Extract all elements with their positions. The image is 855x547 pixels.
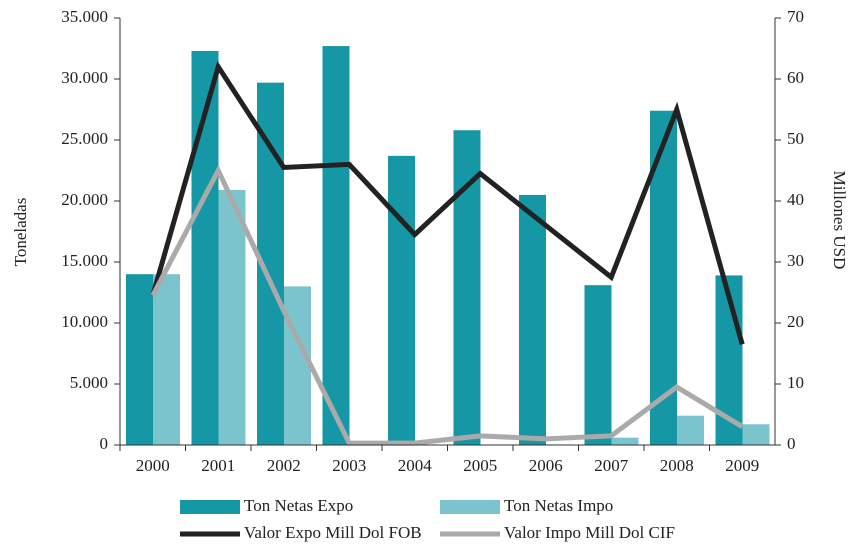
- y-axis-label: Toneladas: [11, 198, 30, 267]
- y2-tick-label: 70: [787, 7, 804, 26]
- y2-tick-label: 60: [787, 68, 804, 87]
- bar: [611, 437, 639, 445]
- y-tick-label: 30.000: [61, 68, 108, 87]
- bar: [519, 194, 546, 445]
- bar: [742, 424, 770, 445]
- x-tick-label: 2004: [398, 456, 433, 475]
- bar: [677, 415, 704, 445]
- bar: [388, 155, 415, 446]
- legend-label: Ton Netas Expo: [244, 496, 353, 515]
- y-tick-label: 5.000: [70, 373, 108, 392]
- y2-axis-label: Millones USD: [830, 171, 849, 270]
- y2-tick-label: 10: [787, 373, 804, 392]
- x-tick-label: 2009: [725, 456, 759, 475]
- bar: [126, 274, 153, 445]
- bar: [284, 286, 311, 445]
- bar: [322, 46, 350, 446]
- x-tick-label: 2006: [529, 456, 563, 475]
- y2-tick-label: 50: [787, 129, 804, 148]
- legend-swatch: [440, 500, 500, 514]
- legend-label: Valor Impo Mill Dol CIF: [504, 523, 675, 542]
- line: [150, 164, 744, 446]
- y-tick-label: 20.000: [61, 190, 108, 209]
- x-tick-label: 2003: [332, 456, 366, 475]
- y-tick-label: 15.000: [61, 251, 108, 270]
- x-tick-label: 2005: [463, 456, 497, 475]
- bar: [584, 285, 612, 445]
- x-tick-label: 2000: [136, 456, 170, 475]
- y2-tick-label: 0: [787, 434, 796, 453]
- y-tick-label: 25.000: [61, 129, 108, 148]
- bar: [218, 190, 246, 445]
- y2-tick-label: 40: [787, 190, 804, 209]
- legend-label: Valor Expo Mill Dol FOB: [244, 523, 422, 542]
- y-tick-label: 35.000: [61, 7, 108, 26]
- x-tick-label: 2001: [201, 456, 235, 475]
- y2-tick-label: 20: [787, 312, 804, 331]
- x-tick-label: 2002: [267, 456, 301, 475]
- y2-tick-label: 30: [787, 251, 804, 270]
- x-tick-label: 2007: [594, 456, 629, 475]
- legend-swatch: [180, 500, 240, 514]
- bar: [153, 274, 180, 445]
- line: [150, 60, 745, 346]
- x-tick-label: 2008: [660, 456, 694, 475]
- y-tick-label: 0: [100, 434, 109, 453]
- legend-label: Ton Netas Impo: [504, 496, 613, 515]
- y-tick-label: 10.000: [61, 312, 108, 331]
